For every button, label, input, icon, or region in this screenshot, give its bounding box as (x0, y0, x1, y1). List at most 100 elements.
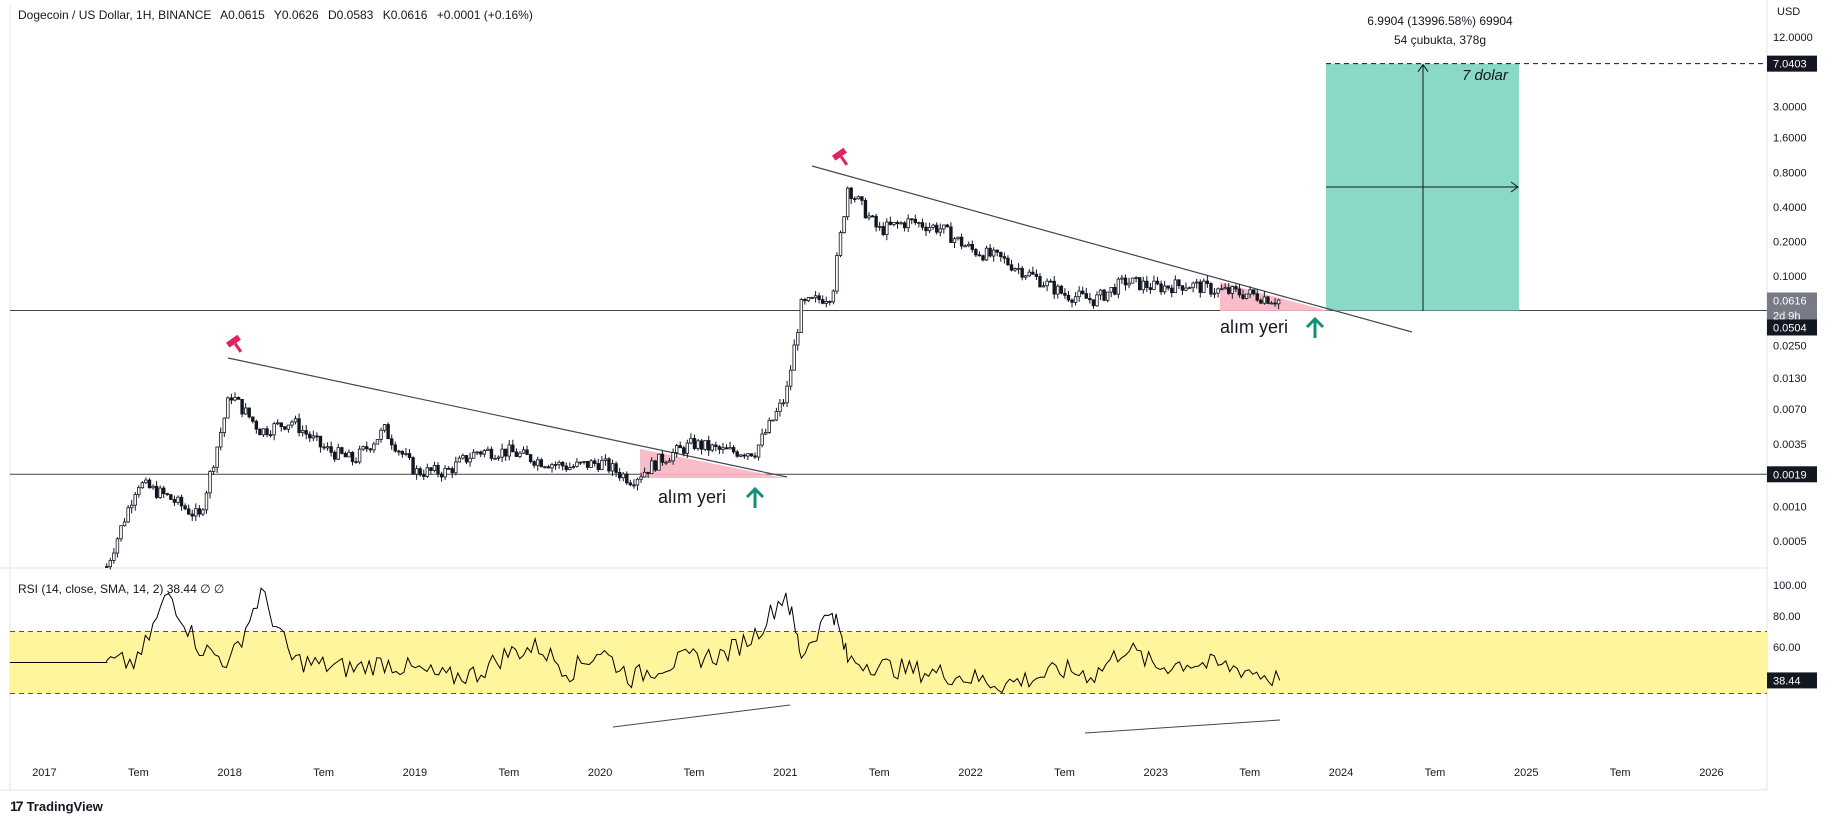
price-candle (439, 473, 444, 478)
price-candle (632, 484, 636, 487)
price-candle (739, 454, 743, 457)
price-candle (1269, 302, 1274, 305)
measure-arrow-up (1417, 63, 1429, 72)
price-candle (785, 385, 789, 404)
price-candle (240, 398, 244, 415)
price-candle (625, 473, 629, 484)
price-candle (507, 444, 511, 457)
price-candle (1041, 285, 1046, 288)
price-candle (179, 496, 184, 507)
price-candle (1113, 286, 1117, 295)
price-candle (315, 435, 319, 438)
price-candle (1273, 302, 1277, 305)
price-candle (635, 478, 640, 486)
price-candle (464, 455, 469, 463)
price-axis-tick: 1.6000 (1773, 133, 1807, 145)
price-candle (728, 447, 732, 450)
price-candle (771, 419, 775, 422)
price-candle (845, 187, 850, 218)
price-candle (511, 444, 515, 453)
price-candle (268, 434, 273, 437)
price-candle (920, 222, 925, 228)
price-candle (685, 442, 690, 454)
tradingview-logo-icon: 17 (10, 798, 24, 814)
price-candle (817, 295, 821, 300)
price-candle (856, 196, 861, 200)
price-axis-tick: 0.0250 (1773, 341, 1807, 353)
price-candle (243, 407, 248, 415)
price-candle (400, 451, 405, 455)
price-candle (1230, 286, 1235, 294)
rsi-divergence-line-2 (1084, 719, 1281, 734)
price-candle (1155, 280, 1160, 285)
price-candle (1166, 285, 1170, 289)
price-candle (190, 513, 194, 517)
price-candle (799, 299, 804, 333)
price-candle (525, 449, 529, 455)
time-axis-label: Tem (128, 767, 149, 779)
price-candle (411, 457, 415, 475)
price-candle (129, 504, 134, 509)
price-candle (820, 299, 825, 304)
price-candle (389, 438, 394, 446)
target-price-badge-bg (1767, 55, 1817, 72)
price-candle (596, 463, 600, 471)
price-candle (265, 428, 269, 436)
rsi-band (10, 631, 1767, 694)
price-candle (959, 236, 964, 247)
price-candle (906, 218, 910, 229)
price-candle (1102, 289, 1106, 301)
time-axis-label: 2019 (403, 767, 427, 779)
buy-zone-label-2: alım yeri (1220, 317, 1288, 337)
price-candle (297, 418, 301, 434)
price-candle (603, 458, 608, 461)
price-candle (717, 446, 722, 450)
rsi-divergence-line-1 (612, 704, 791, 728)
price-candle (422, 474, 426, 477)
price-candle (1081, 290, 1085, 294)
price-candle (1138, 277, 1142, 291)
currency-label: USD (1777, 6, 1801, 18)
price-candle (895, 221, 900, 225)
price-axis-tick: 0.4000 (1773, 202, 1807, 214)
rsi-axis-tick: 80.00 (1773, 611, 1801, 623)
price-candle (486, 448, 490, 451)
price-candle (1212, 292, 1217, 295)
price-candle (1020, 267, 1024, 278)
rsi-value-badge-bg (1767, 672, 1817, 689)
buy-zone-1 (640, 449, 785, 478)
measure-arrow-right (1510, 181, 1519, 193)
price-candle (261, 428, 266, 436)
price-candle (838, 232, 843, 256)
price-candle (176, 496, 180, 503)
price-candle (194, 508, 198, 517)
price-candle (532, 461, 536, 466)
price-candle (1006, 257, 1010, 266)
price-candle (429, 467, 433, 471)
price-candle (1241, 294, 1245, 299)
price-candle (236, 396, 241, 400)
price-candle (934, 224, 939, 233)
price-candle (571, 466, 576, 468)
price-candle (521, 449, 526, 454)
price-candle (806, 297, 811, 302)
price-candle (286, 424, 291, 430)
price-candle (471, 451, 476, 459)
price-candle (949, 226, 953, 243)
price-candle (1038, 276, 1042, 288)
price-candle (1148, 287, 1153, 290)
price-candle (454, 461, 458, 474)
price-candle (1145, 280, 1149, 289)
price-candle (475, 451, 479, 454)
price-candle (568, 467, 572, 471)
price-candle (781, 402, 786, 405)
price-candle (169, 494, 173, 500)
tradingview-logo[interactable]: 17 TradingView (10, 798, 103, 814)
support-bottom-badge: 0.0019 (1773, 469, 1807, 481)
price-candle (354, 461, 358, 464)
price-candle (628, 482, 633, 486)
price-candle (1052, 280, 1056, 295)
price-candle (1202, 280, 1206, 293)
price-axis-tick: 0.0070 (1773, 404, 1807, 416)
price-candle (696, 440, 700, 449)
